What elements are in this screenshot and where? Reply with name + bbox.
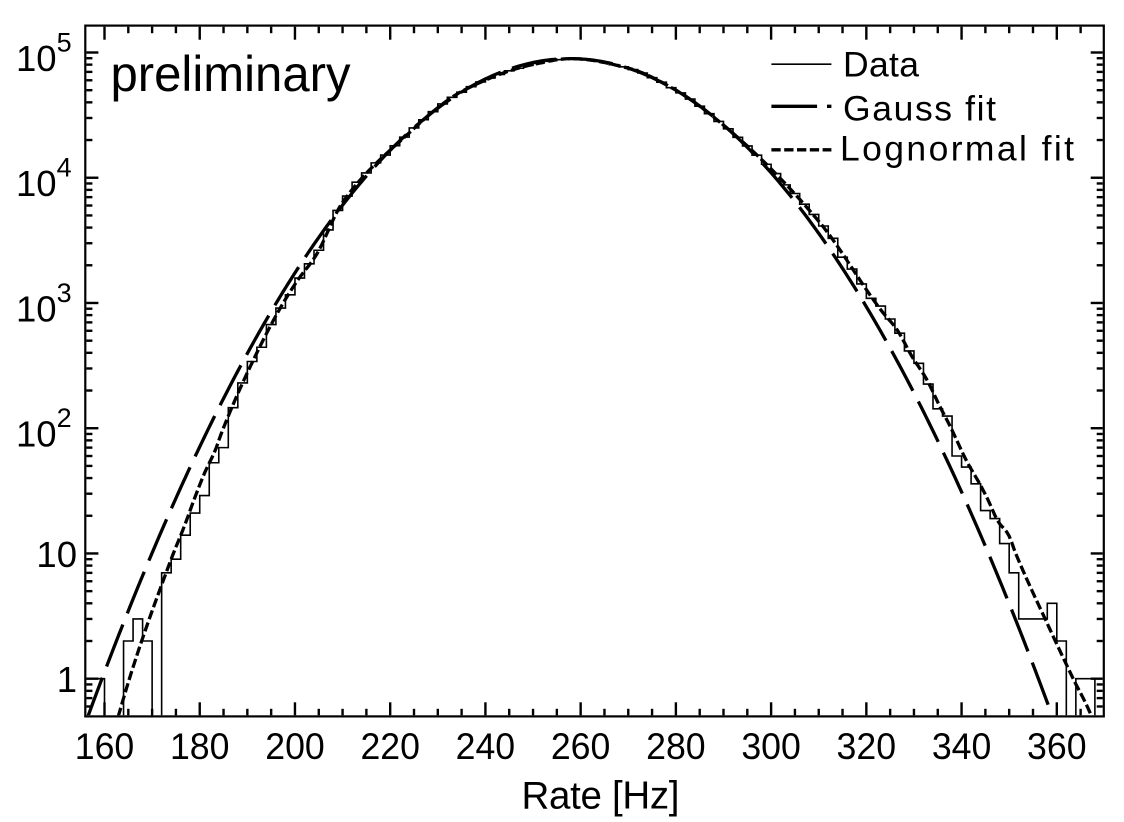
svg-text:160: 160 [75, 726, 135, 767]
svg-text:Data: Data [843, 45, 919, 85]
svg-text:300: 300 [741, 726, 801, 767]
svg-text:Gauss fit: Gauss fit [843, 89, 996, 129]
svg-text:240: 240 [456, 726, 516, 767]
svg-text:320: 320 [837, 726, 897, 767]
svg-text:Lognormal fit: Lognormal fit [840, 128, 1074, 168]
svg-text:340: 340 [932, 726, 992, 767]
svg-text:200: 200 [265, 726, 325, 767]
svg-text:preliminary: preliminary [111, 46, 351, 102]
svg-text:1: 1 [57, 659, 77, 700]
svg-text:180: 180 [170, 726, 230, 767]
svg-text:10: 10 [36, 534, 77, 575]
svg-text:280: 280 [646, 726, 706, 767]
svg-text:260: 260 [551, 726, 611, 767]
svg-text:360: 360 [1027, 726, 1087, 767]
svg-text:Rate [Hz]: Rate [Hz] [522, 775, 680, 818]
svg-text:220: 220 [360, 726, 420, 767]
